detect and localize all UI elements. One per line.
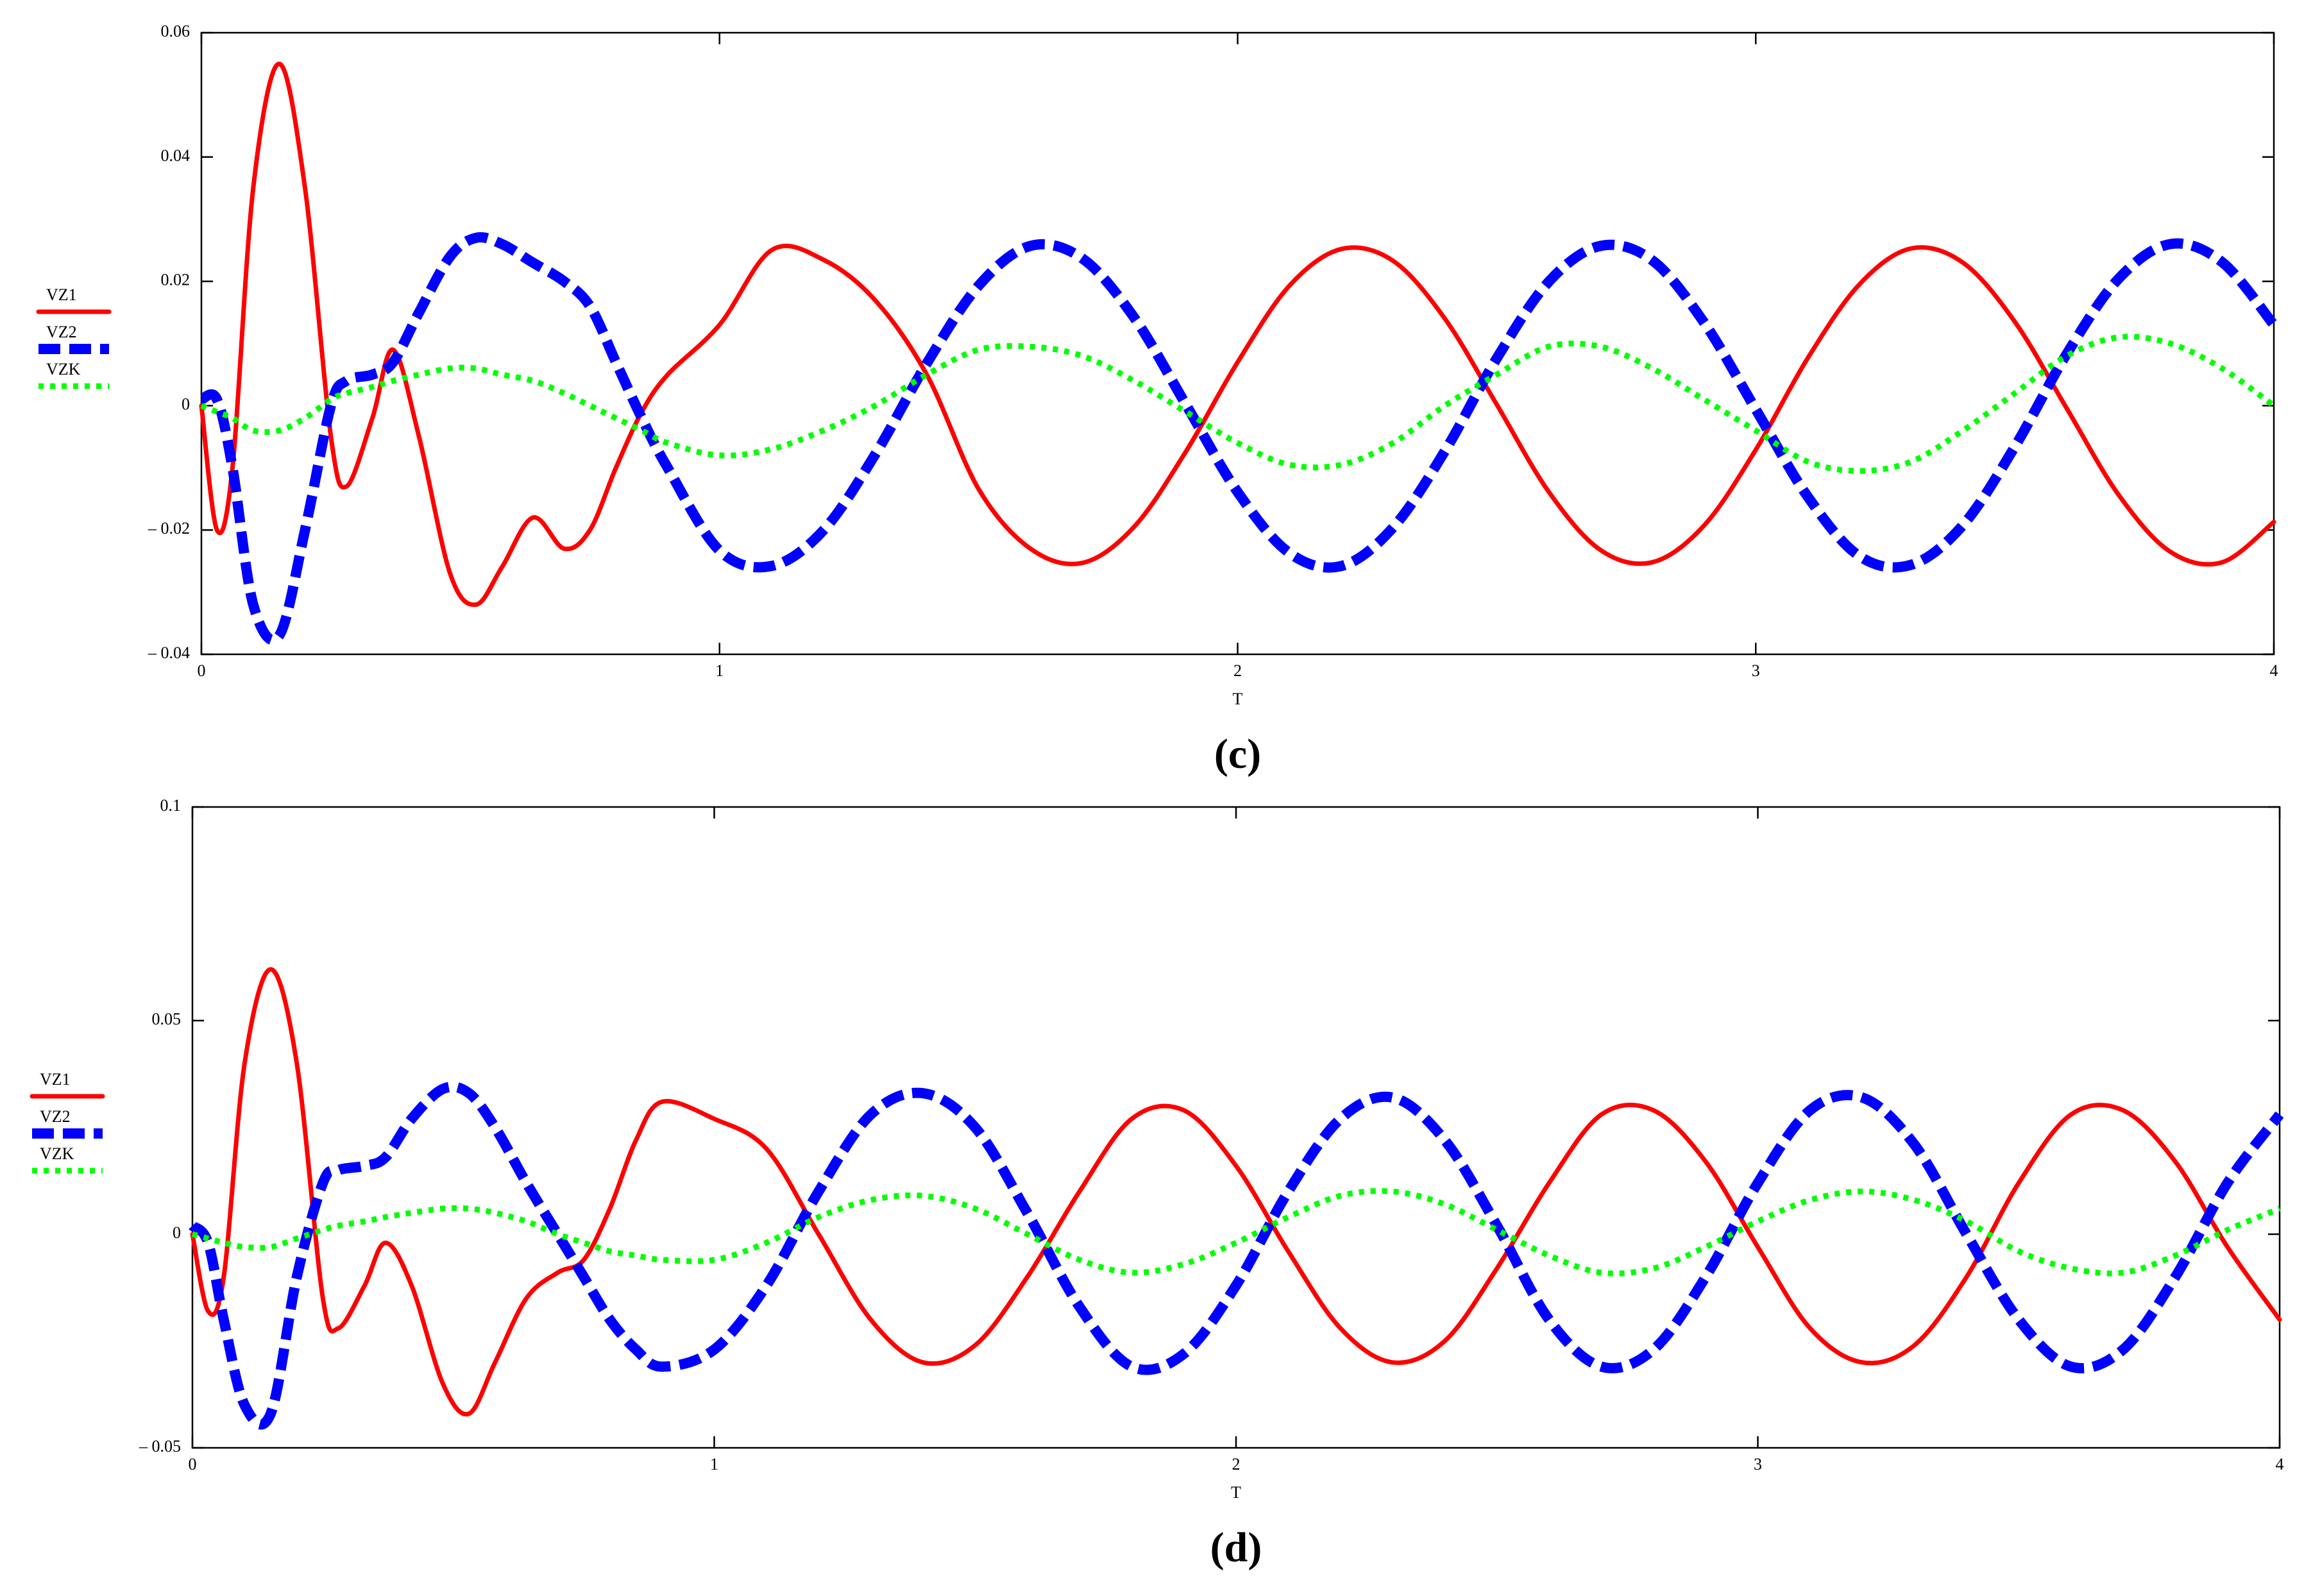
- y-tick-label: – 0.02: [148, 519, 190, 538]
- caption: (d): [1210, 1524, 1262, 1571]
- legend-label: VZ1: [46, 285, 77, 304]
- y-tick-label: 0.06: [161, 22, 191, 40]
- x-tick-label: 0: [189, 1455, 197, 1473]
- y-tick-label: 0.04: [161, 146, 191, 165]
- legend-label: VZK: [46, 360, 81, 378]
- plot-frame: [191, 806, 2281, 1449]
- x-tick-label: 4: [2276, 1455, 2284, 1473]
- x-tick-label: 2: [1233, 661, 1242, 680]
- x-tick-label: 1: [710, 1455, 718, 1473]
- x-tick-label: 3: [1754, 1455, 1762, 1473]
- x-axis-label: T: [1233, 690, 1243, 708]
- series-line: [199, 61, 2276, 607]
- y-tick-label: – 0.04: [148, 643, 190, 662]
- y-tick-label: 0.02: [161, 271, 191, 289]
- x-axis-label: T: [1231, 1483, 1241, 1502]
- y-tick-label: 0.05: [152, 1010, 182, 1028]
- y-tick-label: 0: [182, 395, 190, 413]
- legend-label: VZ1: [40, 1070, 71, 1089]
- plot-frame: [200, 31, 2275, 656]
- x-tick-label: 3: [1752, 661, 1760, 680]
- caption: (c): [1214, 731, 1261, 777]
- legend-label: VZ2: [46, 323, 77, 341]
- series-line: [199, 232, 2278, 645]
- x-tick-label: 0: [198, 661, 206, 680]
- series-line: [200, 334, 2276, 474]
- legend-label: VZK: [40, 1144, 74, 1163]
- y-tick-label: – 0.05: [139, 1437, 181, 1456]
- series-line: [191, 1188, 2281, 1277]
- x-tick-label: 2: [1232, 1455, 1241, 1473]
- legend-label: VZ2: [40, 1107, 71, 1126]
- x-tick-label: 4: [2270, 661, 2278, 680]
- x-tick-label: 1: [715, 661, 724, 680]
- y-tick-label: 0: [173, 1223, 181, 1242]
- y-tick-label: 0.1: [160, 796, 182, 815]
- series-line: [189, 1082, 2284, 1430]
- series-line: [190, 967, 2282, 1417]
